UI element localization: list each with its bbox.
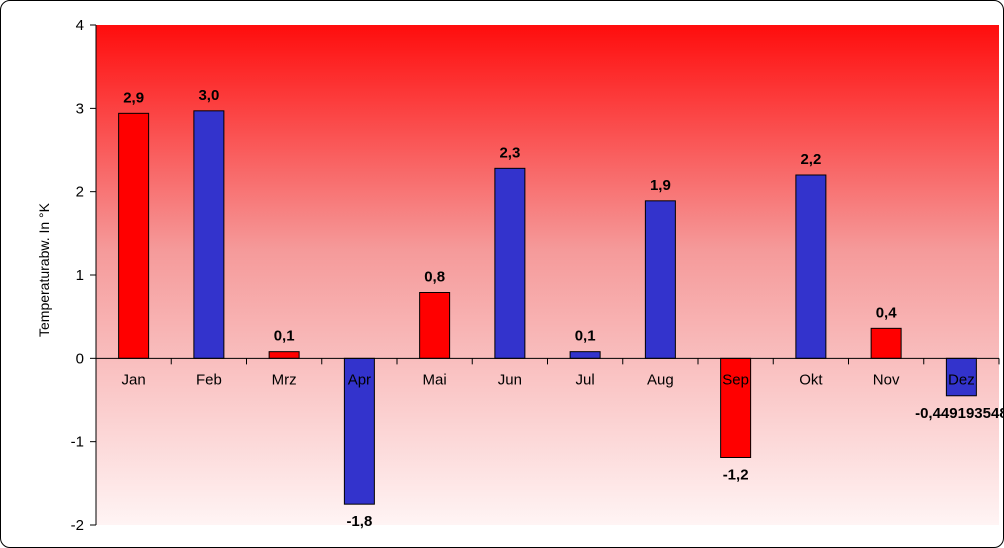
data-label-aug: 1,9 xyxy=(650,177,671,194)
data-label-mrz: 0,1 xyxy=(274,328,295,345)
y-tick-label: -2 xyxy=(71,517,84,534)
data-label-jan: 2,9 xyxy=(123,89,144,106)
data-label-sep: -1,2 xyxy=(723,467,749,484)
plot-area xyxy=(96,25,999,525)
x-tick-label-dez: Dez xyxy=(948,371,975,388)
y-tick-label: 4 xyxy=(76,17,84,34)
data-label-jun: 2,3 xyxy=(499,144,520,161)
bar-feb xyxy=(193,110,225,359)
bar-aug xyxy=(644,200,676,359)
x-tick-label-mai: Mai xyxy=(423,371,447,388)
bar-mai xyxy=(419,292,451,359)
data-label-okt: 2,2 xyxy=(800,151,821,168)
bar-jun xyxy=(494,167,526,359)
data-label-mai: 0,8 xyxy=(424,269,445,286)
x-tick-label-sep: Sep xyxy=(722,371,749,388)
y-tick-label: 3 xyxy=(76,100,84,117)
y-tick-label: 0 xyxy=(76,350,84,367)
x-tick-label-apr: Apr xyxy=(348,371,371,388)
y-tick-label: 1 xyxy=(76,267,84,284)
bar-nov xyxy=(870,327,902,359)
data-label-apr: -1,8 xyxy=(346,513,372,530)
x-tick-label-feb: Feb xyxy=(196,371,222,388)
bar-okt xyxy=(795,174,827,359)
bar-jan xyxy=(118,112,150,359)
y-axis-label: Temperaturabw. In °K xyxy=(36,202,52,337)
x-tick-label-nov: Nov xyxy=(873,371,900,388)
x-tick-label-mrz: Mrz xyxy=(272,371,297,388)
bar-jul xyxy=(569,351,601,359)
bar-series xyxy=(118,110,977,505)
axes: Jan Feb Mrz Apr Mai Jun Jul Aug Sep Okt Nov Dez 4 3 2 1… xyxy=(71,17,1000,534)
data-label-jul: 0,1 xyxy=(575,328,596,345)
data-label-feb: 3,0 xyxy=(198,87,219,104)
y-tick-label: 2 xyxy=(76,184,84,201)
x-tick-label-jun: Jun xyxy=(498,371,522,388)
bar-sep xyxy=(720,357,752,459)
bar-apr xyxy=(343,357,375,505)
y-tick-label: -1 xyxy=(71,434,84,451)
data-labels: 2,9 3,0 0,1 -1,8 0,8 2,3 0,1 1,9 -1,2 2,2 0,4 -0,44… xyxy=(123,87,1004,530)
x-tick-label-aug: Aug xyxy=(647,371,674,388)
bar-mrz xyxy=(268,351,300,359)
x-tick-label-jan: Jan xyxy=(122,371,146,388)
data-label-dez: -0,449193548 xyxy=(915,405,1004,422)
bar-dez xyxy=(945,357,977,397)
data-label-nov: 0,4 xyxy=(876,304,898,321)
x-tick-label-jul: Jul xyxy=(576,371,595,388)
x-tick-label-okt: Okt xyxy=(799,371,823,388)
